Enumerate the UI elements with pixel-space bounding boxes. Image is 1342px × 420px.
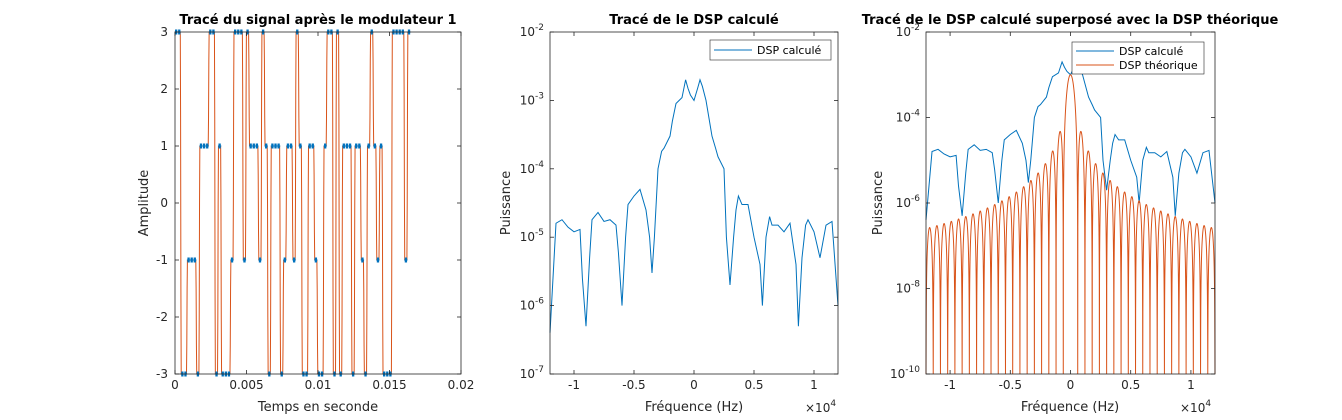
plot-area bbox=[550, 32, 838, 374]
plot-area bbox=[175, 32, 461, 374]
x-tick-label: 0 bbox=[171, 378, 179, 392]
chart-title: Tracé de le DSP calculé bbox=[609, 13, 779, 28]
plot-area bbox=[926, 32, 1215, 374]
y-axis-label: Amplitude bbox=[137, 170, 152, 237]
legend-box bbox=[709, 39, 832, 61]
x-tick-label: -1 bbox=[944, 378, 956, 392]
y-tick-label: 10-2 bbox=[896, 23, 920, 39]
y-tick-exp: -4 bbox=[911, 109, 920, 119]
x-tick-label: 0 bbox=[690, 378, 698, 392]
legend-box bbox=[1071, 41, 1205, 75]
y-tick-exp: -7 bbox=[535, 365, 544, 375]
x-multiplier: ×104 bbox=[1180, 399, 1211, 415]
y-tick-exp: -3 bbox=[535, 91, 544, 101]
y-tick-label: 1 bbox=[160, 139, 168, 153]
y-tick-exp: -5 bbox=[535, 228, 544, 238]
y-tick-label: -2 bbox=[156, 310, 168, 324]
y-tick-exp: -6 bbox=[911, 194, 920, 204]
legend-label-dsp-theorique: DSP théorique bbox=[1119, 59, 1198, 72]
y-tick-exp: -8 bbox=[911, 280, 920, 290]
y-tick-base: 10 bbox=[520, 367, 535, 381]
y-tick-label: 10-5 bbox=[520, 228, 544, 244]
y-tick-label: 10-4 bbox=[520, 160, 545, 176]
y-tick-base: 10 bbox=[520, 299, 535, 313]
x-tick-label: -1 bbox=[568, 378, 580, 392]
x-tick-label: 0 bbox=[1067, 378, 1075, 392]
chart-title: Tracé du signal après le modulateur 1 bbox=[179, 13, 456, 28]
y-axis-label: Puissance bbox=[499, 171, 514, 235]
x-tick-label: 0.5 bbox=[744, 378, 763, 392]
y-tick-base: 10 bbox=[896, 25, 911, 39]
y-tick-label: 10-8 bbox=[896, 280, 921, 296]
y-tick-label: 10-6 bbox=[520, 297, 545, 313]
y-tick-label: -1 bbox=[156, 253, 168, 267]
x-multiplier-base: ×10 bbox=[805, 401, 830, 415]
x-tick-label: 0.02 bbox=[448, 378, 475, 392]
y-tick-label: 10-4 bbox=[896, 109, 921, 125]
x-tick-label: 1 bbox=[810, 378, 818, 392]
x-tick-label: 1 bbox=[1187, 378, 1195, 392]
subplot-signal: 0 0.005 0.01 0.015 0.02 -3 -2 -1 0 1 2 3 Tracé du s… bbox=[137, 13, 474, 415]
y-tick-base: 10 bbox=[890, 367, 905, 381]
y-tick-label: 0 bbox=[160, 196, 168, 210]
y-tick-label: 10-10 bbox=[890, 365, 920, 381]
y-tick-exp: -10 bbox=[905, 365, 920, 375]
y-tick-label: 2 bbox=[160, 82, 168, 96]
y-tick-label: 10-7 bbox=[520, 365, 544, 381]
x-tick-label: 0.005 bbox=[229, 378, 263, 392]
x-multiplier-exp: 4 bbox=[830, 399, 836, 409]
x-multiplier: ×104 bbox=[805, 399, 836, 415]
y-tick-exp: -2 bbox=[535, 23, 544, 33]
x-tick-label: 0.01 bbox=[305, 378, 332, 392]
y-tick-base: 10 bbox=[896, 196, 911, 210]
series-line-dsp-theorique bbox=[925, 74, 1216, 375]
legend-label-dsp-calcule: DSP calculé bbox=[757, 44, 822, 57]
y-tick-exp: -6 bbox=[535, 297, 544, 307]
y-tick-label: 3 bbox=[160, 25, 168, 39]
y-tick-exp: -4 bbox=[535, 160, 544, 170]
legend-label-dsp-calcule: DSP calculé bbox=[1119, 45, 1184, 58]
x-tick-label: 0.015 bbox=[372, 378, 406, 392]
y-tick-base: 10 bbox=[520, 162, 535, 176]
subplot-dsp: -1 -0.5 0 0.5 110-710-610-510-410-310-2 Trac… bbox=[499, 13, 839, 415]
x-axis-label: Fréquence (Hz) bbox=[645, 400, 743, 415]
x-axis-label: Fréquence (Hz) bbox=[1021, 400, 1119, 415]
y-tick-exp: -2 bbox=[911, 23, 920, 33]
series-line-dsp-calcule bbox=[549, 78, 839, 333]
x-tick-label: -0.5 bbox=[999, 378, 1022, 392]
x-tick-label: -0.5 bbox=[622, 378, 645, 392]
y-tick-base: 10 bbox=[520, 25, 535, 39]
legend: DSP calculé DSP théorique bbox=[1071, 41, 1205, 75]
y-tick-label: -3 bbox=[156, 367, 168, 381]
y-tick-label: 10-6 bbox=[896, 194, 921, 210]
y-tick-label: 10-2 bbox=[520, 23, 544, 39]
y-tick-base: 10 bbox=[896, 111, 911, 125]
y-axis-label: Puissance bbox=[871, 171, 886, 235]
y-tick-label: 10-3 bbox=[520, 91, 544, 107]
chart-title: Tracé de le DSP calculé superposé avec l… bbox=[862, 13, 1279, 28]
x-axis-label: Temps en seconde bbox=[257, 400, 378, 415]
y-tick-base: 10 bbox=[520, 230, 535, 244]
y-tick-base: 10 bbox=[896, 282, 911, 296]
legend: DSP calculé bbox=[709, 39, 832, 61]
y-tick-base: 10 bbox=[520, 93, 535, 107]
x-multiplier-base: ×10 bbox=[1180, 401, 1205, 415]
x-tick-label: 0.5 bbox=[1121, 378, 1140, 392]
x-multiplier-exp: 4 bbox=[1205, 399, 1211, 409]
